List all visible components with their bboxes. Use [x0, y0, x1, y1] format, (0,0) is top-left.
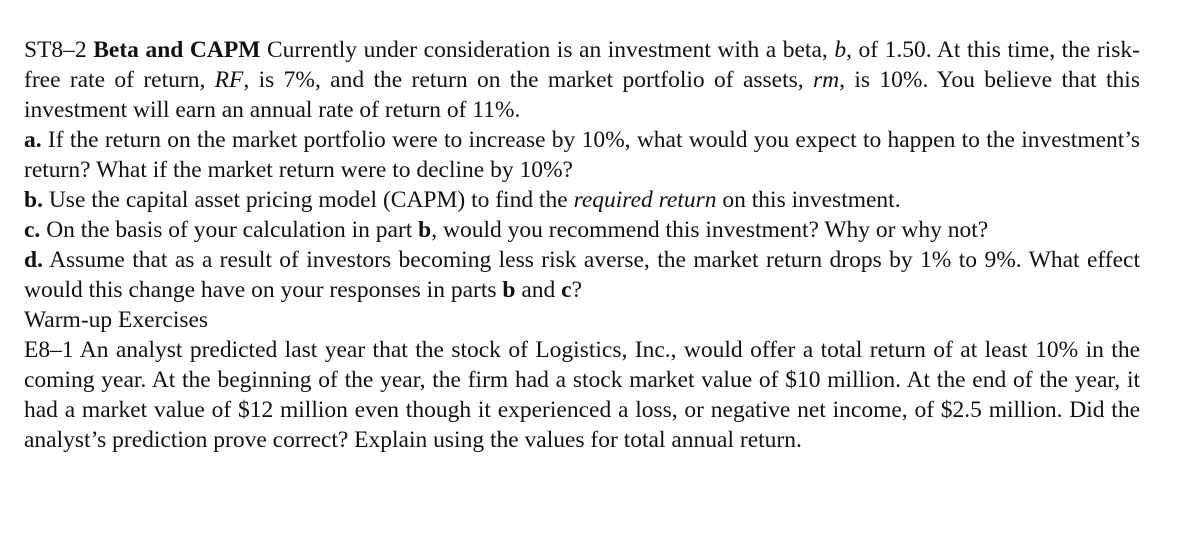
part-d-ref-b: b [502, 277, 516, 303]
part-c-ref-b: b [418, 217, 432, 243]
rm-variable: rm [813, 67, 840, 93]
part-d: d. Assume that as a result of investors … [24, 245, 1140, 305]
problem-st8-2: ST8–2 Beta and CAPM Currently under cons… [24, 35, 1140, 125]
problem-text-4: , is 10%. You believe that this investme… [24, 67, 1140, 123]
part-b-text-1: Use the capital asset pricing model (CAP… [42, 187, 574, 213]
section-heading: Warm-up Exercises [24, 307, 209, 333]
problem-text-3: , is 7%, and the return on the market po… [243, 67, 813, 93]
part-b-text-2: on this investment. [716, 187, 901, 213]
problem-text-1: Currently under consideration is an inve… [260, 37, 835, 63]
problem-title: Beta and CAPM [93, 37, 261, 63]
part-c-label: c. [24, 217, 41, 243]
part-c-text-2: , would you recommend this investment? W… [431, 217, 989, 243]
beta-variable: b [834, 37, 847, 63]
part-d-text-2: and [515, 277, 562, 303]
part-a-text: If the return on the market portfolio we… [24, 127, 1140, 183]
part-c-text-1: On the basis of your calculation in part [40, 217, 419, 243]
rf-variable: RF [214, 67, 244, 93]
part-b: b. Use the capital asset pricing model (… [24, 185, 1140, 215]
exercise-e8-1: E8–1 An analyst predicted last year that… [24, 337, 1140, 453]
part-a: a. If the return on the market portfolio… [24, 125, 1140, 185]
part-d-text-1: Assume that as a result of investors bec… [24, 247, 1140, 303]
problem-text-2: , of 1.50. At this time, the risk-free r… [24, 37, 1140, 93]
document-body: ST8–2 Beta and CAPM Currently under cons… [24, 35, 1140, 455]
part-b-label: b. [24, 187, 43, 213]
required-return-emphasis: required return [573, 187, 717, 213]
part-d-label: d. [24, 247, 43, 273]
part-d-text-3: ? [571, 277, 583, 303]
part-a-label: a. [24, 127, 42, 153]
part-c: c. On the basis of your calculation in p… [24, 215, 1140, 245]
problem-number: ST8–2 [24, 37, 87, 63]
part-d-ref-c: c [561, 277, 572, 303]
